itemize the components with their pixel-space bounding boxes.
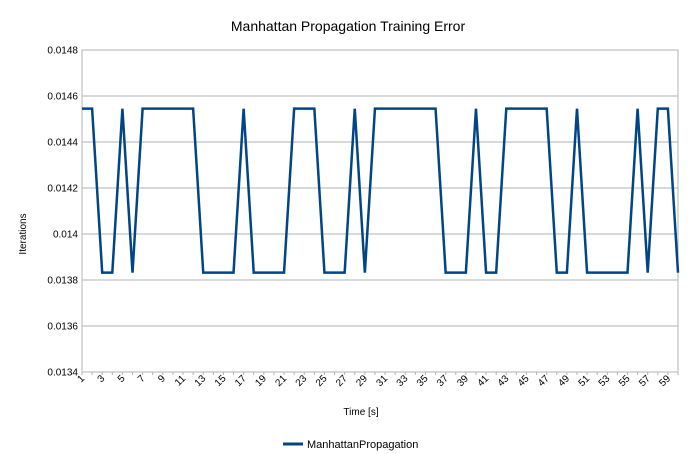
y-tick-label: 0.0148 [47, 46, 78, 57]
x-axis-ticks: 1 3 5 7 9 11 13 15 17 19 21 23 25 27 29 31 33 35 37 39 41 43 4… [75, 372, 679, 389]
x-tick-label: 45 [516, 373, 532, 389]
y-axis-ticks: 0.0148 0.0146 0.0144 0.0142 0.014 0.0138 0.013… [47, 46, 78, 379]
y-tick-label: 0.0136 [47, 322, 78, 333]
series-line [82, 107, 680, 274]
series-group [82, 107, 680, 274]
x-tick-label: 3 [96, 373, 108, 385]
x-tick-label: 49 [556, 373, 572, 389]
plot-border [81, 49, 679, 373]
x-tick-label: 35 [415, 373, 431, 389]
x-tick-label: 41 [476, 373, 492, 389]
x-tick-label: 33 [395, 373, 411, 389]
x-tick-label: 39 [455, 373, 471, 389]
x-tick-label: 9 [156, 373, 168, 385]
x-tick-label: 27 [334, 373, 350, 389]
x-tick-label: 19 [253, 373, 269, 389]
x-tick-label: 31 [375, 373, 391, 389]
y-tick-label: 0.0138 [47, 276, 78, 287]
y-axis-label: Iterations [18, 213, 29, 254]
x-tick-label: 57 [637, 373, 653, 389]
chart-title: Manhattan Propagation Training Error [231, 18, 466, 34]
x-tick-label: 55 [617, 373, 633, 389]
x-tick-label: 43 [496, 373, 512, 389]
y-tick-label: 0.0134 [47, 368, 78, 379]
x-tick-label: 23 [294, 373, 310, 389]
x-tick-label: 15 [213, 373, 229, 389]
x-tick-label: 21 [274, 373, 290, 389]
x-tick-label: 47 [536, 373, 552, 389]
plot-frame [81, 49, 679, 373]
x-tick-label: 1 [75, 373, 87, 385]
x-axis-label: Time [s] [343, 407, 378, 418]
x-tick-label: 37 [435, 373, 451, 389]
legend: ManhattanPropagation [283, 439, 418, 451]
x-tick-label: 59 [657, 373, 673, 389]
x-tick-label: 17 [233, 373, 249, 389]
x-tick-label: 51 [577, 373, 593, 389]
x-tick-label: 25 [314, 373, 330, 389]
y-tick-label: 0.0144 [47, 138, 78, 149]
gridlines [82, 49, 678, 373]
x-tick-label: 29 [354, 373, 370, 389]
x-tick-label: 7 [136, 373, 148, 385]
y-tick-label: 0.014 [53, 230, 78, 241]
x-tick-label: 5 [116, 373, 128, 385]
y-tick-label: 0.0146 [47, 92, 78, 103]
x-tick-label: 13 [193, 373, 209, 389]
y-tick-label: 0.0142 [47, 184, 78, 195]
x-tick-label: 53 [597, 373, 613, 389]
legend-label: ManhattanPropagation [307, 439, 418, 451]
x-tick-label: 11 [173, 373, 188, 388]
